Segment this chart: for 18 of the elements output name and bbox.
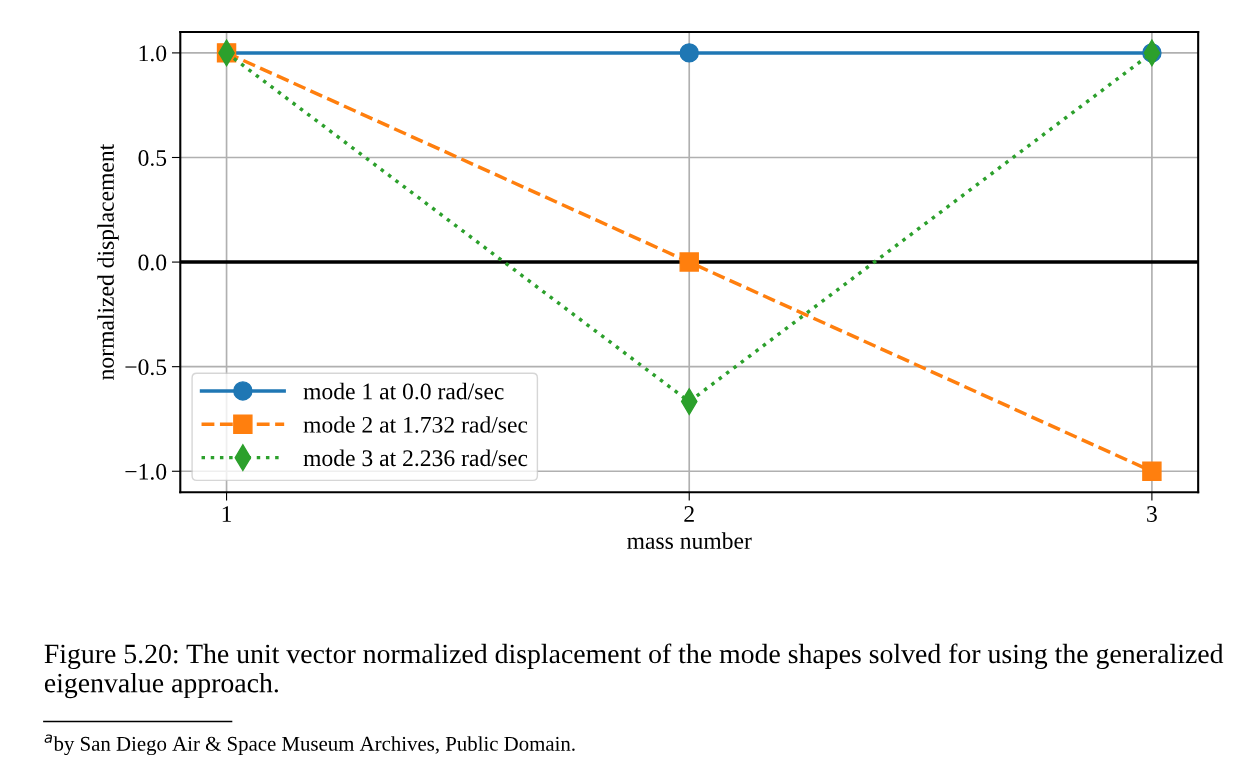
y-axis-title: normalized displacement: [97, 143, 119, 380]
x-axis-title: mass number: [627, 532, 752, 549]
x-tick-label: 1: [222, 506, 232, 522]
point: [679, 252, 699, 272]
point: [1142, 461, 1162, 481]
y-tick-label: −0.5: [125, 359, 167, 376]
x-tick-label: 3: [1147, 506, 1157, 522]
y-tick-label: −1.0: [125, 463, 167, 480]
point: [679, 43, 699, 63]
caption: Figure 5.20: The unit vector normalized displacement of the mode shapes solved for using the generalized eigenvalue approach.: [44, 643, 1224, 699]
y-tick-label: 0.0: [138, 254, 167, 271]
text: $^{a}$by San Diego Air & Space Museum Archives, Public Domain.: [44, 734, 575, 756]
legend-label: mode 2 at 1.732 rad/sec: [303, 416, 528, 433]
legend-label: mode 1 at 0.0 rad/sec: [303, 382, 504, 400]
y-tick-label: 1.0: [139, 45, 167, 62]
legend-label: mode 3 at 2.236 rad/sec: [303, 449, 528, 467]
y-tick-label: 0.5: [138, 149, 167, 167]
x-tick-label: 2: [684, 506, 694, 522]
